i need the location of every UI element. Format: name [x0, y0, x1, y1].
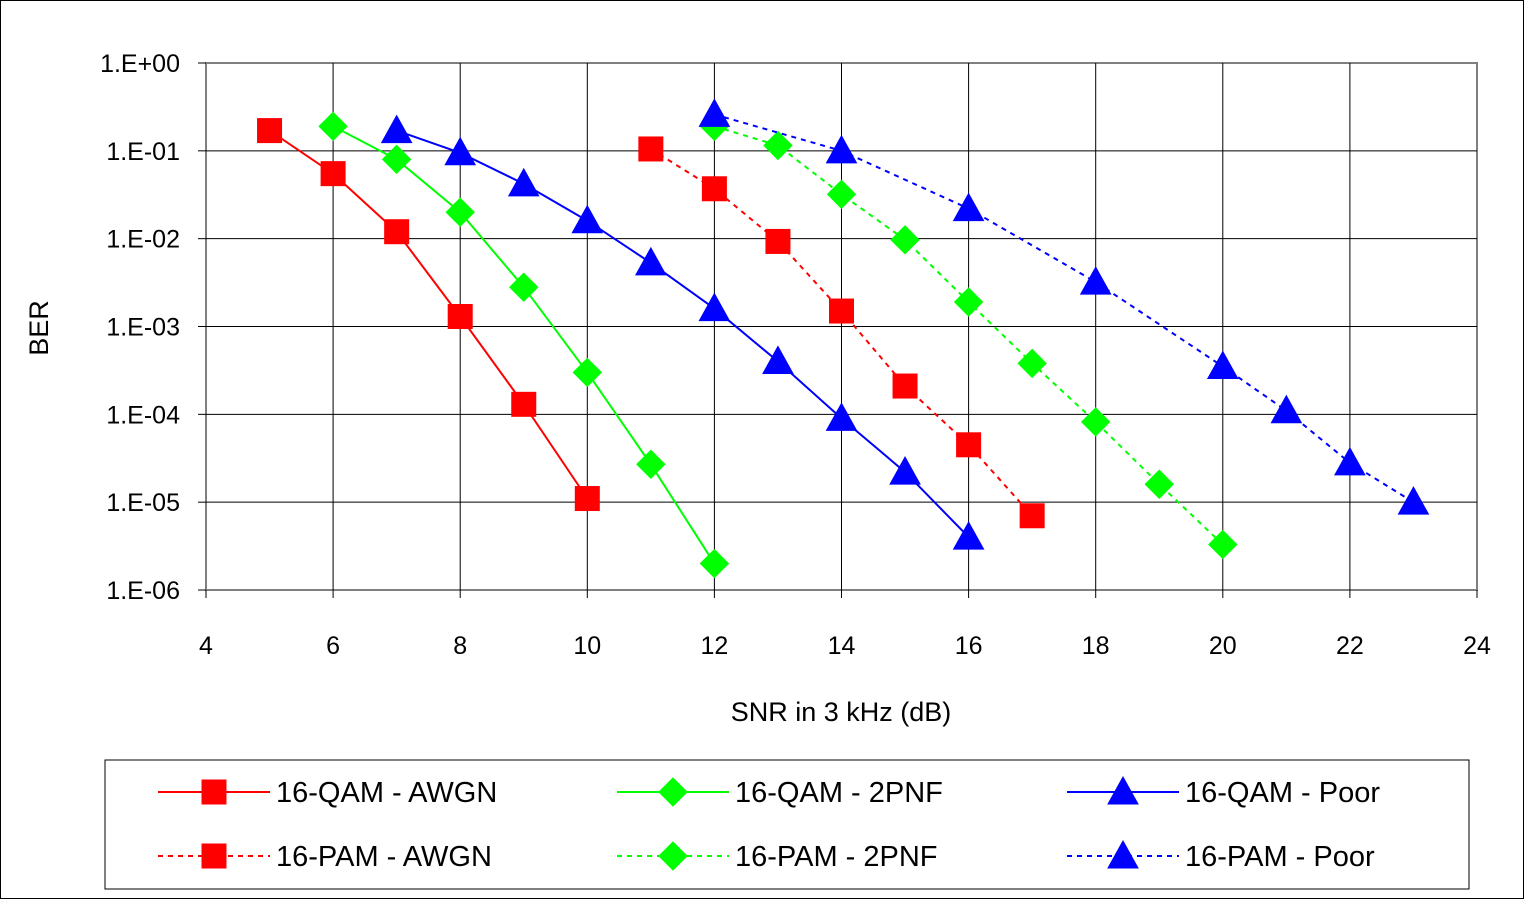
data-point-16-pam-2pnf — [763, 130, 793, 161]
data-point-16-pam-2pnf — [890, 225, 920, 255]
data-point-16-qam-poor — [444, 136, 477, 166]
y-tick-label: 1.E-04 — [106, 401, 180, 429]
series-16-pam-poor — [698, 98, 1430, 515]
data-point-16-pam-awgn — [829, 298, 854, 324]
series-line-16-qam-poor — [396, 129, 970, 538]
data-point-16-qam-awgn — [447, 303, 473, 329]
series-layer — [257, 98, 1430, 579]
legend-label-16-pam-2pnf: 16-PAM - 2PNF — [735, 841, 938, 873]
tick-labels: 4 6 8 10 12 14 16 18 20 22 24 1.E+00 1.E-01 1.E-02 1.E… — [100, 50, 1491, 660]
data-point-16-qam-2pnf — [381, 144, 412, 175]
legend-box — [104, 759, 1470, 890]
data-point-16-qam-2pnf — [636, 449, 666, 479]
data-point-16-pam-poor — [1079, 266, 1112, 295]
data-point-16-qam-poor — [571, 204, 604, 234]
data-point-16-qam-poor — [952, 521, 985, 550]
series-line-16-pam-poor — [714, 113, 1415, 504]
data-point-16-qam-2pnf — [509, 272, 539, 302]
legend-marker-16-qam-2pnf — [658, 777, 688, 807]
legend-marker-16-pam-poor — [1107, 839, 1139, 869]
series-16-qam-poor — [380, 114, 985, 550]
data-point-16-qam-2pnf — [318, 111, 348, 142]
series-16-qam-awgn — [257, 118, 600, 512]
data-point-16-pam-poor — [825, 134, 858, 164]
data-point-16-pam-2pnf — [1080, 407, 1111, 437]
legend-marker-16-pam-awgn — [201, 843, 227, 869]
series-16-pam-awgn — [638, 136, 1045, 529]
data-point-16-qam-poor — [698, 292, 731, 322]
x-tick-label: 20 — [1209, 632, 1237, 660]
legend-item-16-pam-awgn: 16-PAM - AWGN — [158, 841, 492, 873]
data-point-16-pam-awgn — [638, 136, 664, 162]
data-point-16-pam-poor — [1206, 350, 1239, 380]
legend-item-16-qam-poor: 16-QAM - Poor — [1067, 775, 1380, 809]
data-point-16-qam-2pnf — [445, 197, 475, 227]
legend-item-16-qam-2pnf: 16-QAM - 2PNF — [617, 777, 943, 809]
data-point-16-qam-poor — [762, 345, 794, 374]
legend: 16-QAM - AWGN 16-QAM - 2PNF 16-QAM - Poor 1… — [158, 775, 1380, 873]
legend-marker-16-qam-awgn — [201, 779, 227, 805]
series-16-qam-2pnf — [318, 111, 730, 579]
legend-item-16-qam-awgn: 16-QAM - AWGN — [158, 777, 497, 809]
x-tick-label: 6 — [326, 632, 340, 660]
y-tick-label: 1.E-06 — [106, 577, 180, 605]
data-point-16-qam-awgn — [511, 391, 537, 417]
data-point-16-qam-poor — [380, 114, 413, 144]
data-point-16-qam-poor — [507, 167, 540, 197]
data-point-16-qam-2pnf — [572, 357, 603, 388]
y-tick-label: 1.E-01 — [106, 138, 180, 166]
x-tick-label: 4 — [199, 632, 213, 660]
legend-label-16-pam-awgn: 16-PAM - AWGN — [276, 841, 492, 873]
x-axis-title: SNR in 3 kHz (dB) — [731, 697, 952, 727]
y-tick-label: 1.E-05 — [106, 489, 180, 517]
legend-marker-16-qam-poor — [1107, 775, 1139, 805]
x-tick-label: 24 — [1463, 632, 1491, 660]
data-point-16-pam-poor — [1334, 446, 1366, 476]
x-tick-label: 12 — [700, 632, 728, 660]
legend-item-16-pam-poor: 16-PAM - Poor — [1067, 839, 1375, 873]
legend-label-16-qam-poor: 16-QAM - Poor — [1185, 777, 1380, 809]
data-point-16-pam-2pnf — [826, 179, 857, 210]
data-point-16-pam-awgn — [701, 176, 727, 202]
data-point-16-pam-awgn — [1019, 503, 1045, 529]
data-point-16-pam-poor — [1270, 394, 1303, 424]
data-point-16-pam-2pnf — [953, 287, 984, 317]
data-point-16-qam-awgn — [384, 219, 410, 245]
data-point-16-qam-awgn — [257, 118, 283, 144]
legend-label-16-qam-2pnf: 16-QAM - 2PNF — [735, 777, 943, 809]
data-point-16-pam-awgn — [892, 373, 918, 399]
x-tick-label: 22 — [1336, 632, 1364, 660]
data-point-16-pam-awgn — [765, 228, 791, 254]
data-point-16-qam-poor — [825, 402, 858, 431]
data-point-16-pam-2pnf — [1208, 529, 1238, 560]
y-tick-label: 1.E+00 — [100, 50, 180, 78]
legend-marker-16-pam-2pnf — [658, 841, 688, 871]
data-point-16-qam-awgn — [320, 161, 346, 187]
x-tick-label: 14 — [828, 632, 856, 660]
y-tick-label: 1.E-03 — [106, 314, 180, 342]
x-tick-label: 10 — [573, 632, 601, 660]
series-16-pam-2pnf — [699, 111, 1238, 560]
data-point-16-pam-2pnf — [1017, 348, 1047, 379]
data-point-16-pam-poor — [1397, 486, 1430, 515]
data-point-16-qam-poor — [889, 456, 921, 485]
y-axis-title: BER — [24, 300, 54, 356]
data-point-16-pam-2pnf — [1144, 469, 1174, 499]
data-point-16-qam-awgn — [574, 486, 600, 512]
y-tick-label: 1.E-02 — [106, 226, 180, 254]
legend-item-16-pam-2pnf: 16-PAM - 2PNF — [617, 841, 938, 873]
data-point-16-pam-awgn — [956, 432, 982, 458]
legend-label-16-qam-awgn: 16-QAM - AWGN — [276, 777, 497, 809]
data-point-16-qam-2pnf — [699, 548, 730, 579]
x-tick-label: 18 — [1082, 632, 1110, 660]
data-point-16-pam-poor — [952, 192, 985, 222]
legend-label-16-pam-poor: 16-PAM - Poor — [1185, 841, 1375, 873]
data-point-16-qam-poor — [635, 246, 667, 276]
x-tick-label: 8 — [453, 632, 467, 660]
x-tick-label: 16 — [955, 632, 983, 660]
data-point-16-pam-poor — [698, 98, 731, 127]
